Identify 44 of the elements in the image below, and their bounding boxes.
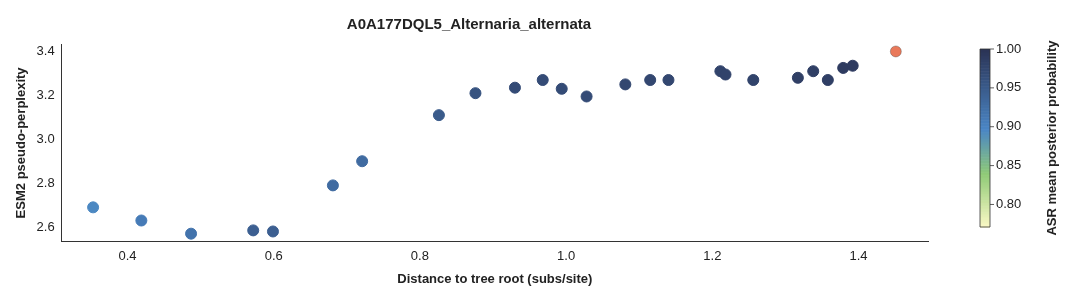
point (247, 224, 260, 237)
color-bar-label: 1.00 (996, 40, 1022, 56)
y-tick-label: 2.6 (36, 218, 55, 234)
point (185, 227, 198, 240)
point (662, 74, 675, 86)
x-tick-label: 1.4 (849, 248, 868, 264)
x-tick-label: 0.6 (264, 248, 283, 264)
point (747, 74, 760, 86)
x-tick-label: 1.2 (703, 248, 722, 264)
point (619, 78, 632, 91)
y-tick-label: 3.2 (36, 86, 55, 102)
x-tick-label: 1.0 (557, 248, 576, 264)
color-bar-label: 0.85 (996, 157, 1022, 173)
point (889, 45, 902, 58)
point (356, 155, 369, 168)
point (432, 109, 445, 122)
point (135, 214, 148, 227)
x-tick-label: 0.8 (410, 248, 429, 264)
color-bar-label: 0.95 (996, 79, 1022, 95)
x-tick-label: 0.4 (118, 248, 137, 264)
point (807, 65, 820, 78)
point (846, 59, 859, 72)
point (326, 179, 339, 192)
color-bar-title: ASR mean posterior probability (1043, 39, 1059, 236)
point (719, 68, 732, 81)
color-bar-label: 0.90 (996, 118, 1022, 134)
x-axis-title: Distance to tree root (subs/site) (397, 270, 593, 286)
point (87, 201, 100, 214)
point (536, 74, 549, 86)
point (266, 225, 279, 238)
point (821, 74, 834, 86)
point (791, 71, 804, 84)
point (469, 87, 482, 100)
point (644, 74, 657, 86)
y-tick-label: 2.8 (36, 174, 55, 190)
point (837, 61, 850, 74)
y-tick-label: 3.4 (36, 43, 55, 59)
chart-title: A0A177DQL5_Alternaria_alternata (346, 15, 592, 33)
point (580, 90, 593, 103)
point (508, 81, 521, 94)
y-tick-label: 3.0 (36, 130, 55, 146)
y-axis-title: ESM2 pseudo-perplexity (13, 66, 29, 219)
color-bar-label: 0.80 (996, 196, 1022, 212)
point (555, 82, 568, 95)
